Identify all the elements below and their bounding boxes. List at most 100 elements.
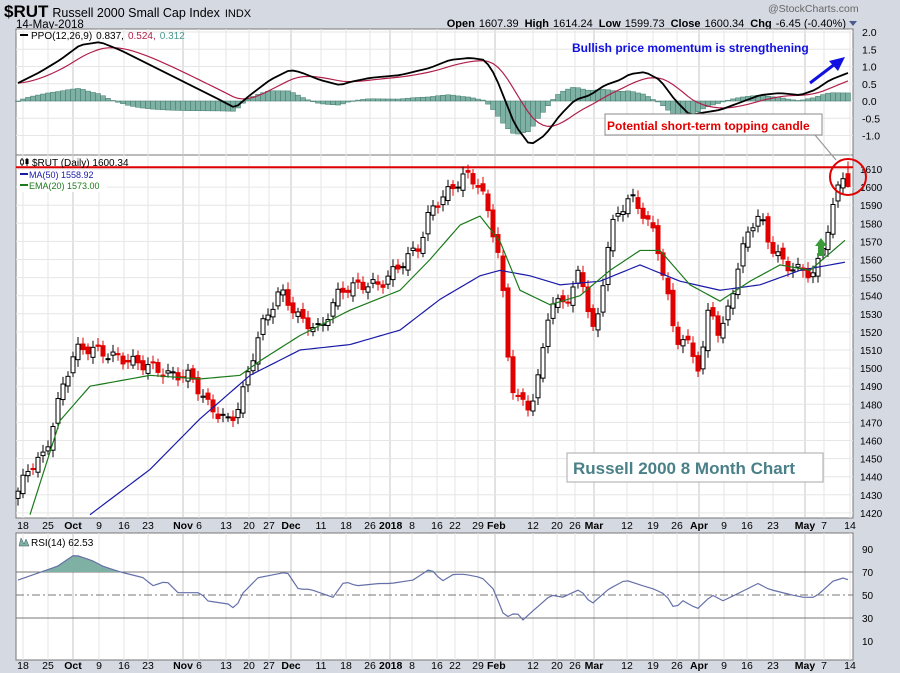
bullish-arrow-shaft: [809, 62, 836, 85]
ppo-histogram-bar: [735, 97, 741, 102]
ppo-histogram-bar: [800, 99, 806, 102]
low-label: Low: [599, 18, 621, 30]
ppo-histogram-bar: [645, 96, 651, 102]
ppo-histogram-bar: [135, 100, 141, 108]
candle-body: [165, 370, 171, 374]
x-tick-label: 12: [621, 660, 633, 672]
ppo-histogram-bar: [95, 93, 101, 102]
x-tick-label: Mar: [585, 660, 604, 672]
candle-body: [810, 272, 816, 278]
candle-body: [285, 289, 291, 306]
x-tick-label: 8: [409, 520, 415, 532]
x-tick-label: 29: [472, 660, 484, 672]
candle-body: [465, 170, 471, 173]
ppo-histogram-bar: [325, 100, 331, 105]
price-tick-label: 1540: [860, 292, 883, 303]
ppo-histogram-bar: [195, 100, 201, 112]
ppo-histogram-bar: [380, 98, 386, 102]
candle-body: [635, 197, 641, 209]
candle-body: [140, 360, 146, 371]
ppo-histogram-bar: [300, 97, 306, 102]
ppo-histogram-bar: [180, 100, 186, 111]
ppo-histogram-bar: [35, 94, 41, 102]
candle-body: [400, 266, 406, 269]
candle-body: [780, 247, 786, 260]
topping-annotation: Potential short-term topping candle: [607, 119, 810, 133]
candle-body: [405, 253, 411, 271]
ppo-histogram-bar: [620, 91, 626, 102]
ppo-histogram-bar: [375, 98, 381, 102]
candle-body: [645, 215, 651, 220]
candle-body: [130, 355, 136, 366]
candle-body: [365, 286, 371, 293]
ppo-histogram-bar: [20, 98, 26, 102]
price-tick-label: 1420: [860, 509, 883, 520]
x-tick-label: Apr: [690, 660, 708, 672]
ppo-histogram-bar: [385, 98, 391, 102]
ppo-histogram-bar: [130, 100, 136, 107]
price-tick-label: 1580: [860, 219, 883, 230]
candle-body: [745, 231, 751, 248]
ema20-line: [29, 215, 846, 515]
candle-body: [580, 272, 586, 288]
ppo-histogram-bar: [835, 92, 841, 102]
candle-body: [40, 451, 46, 457]
ppo-histogram-bar: [805, 98, 811, 102]
candle-body: [435, 205, 441, 208]
candle-body: [670, 289, 676, 327]
ppo-tick-label: 0.0: [862, 96, 877, 108]
x-tick-label: May: [795, 660, 816, 672]
candle-body: [55, 398, 61, 424]
candle-body: [675, 326, 681, 345]
ppo-histogram-bar: [395, 98, 401, 102]
x-tick-label: 26: [569, 520, 581, 532]
ppo-histogram-bar: [105, 98, 111, 102]
ppo-histogram-bar: [730, 98, 736, 102]
candle-body: [715, 315, 721, 336]
candle-body: [415, 248, 421, 252]
ppo-histogram-bar: [545, 100, 551, 107]
price-tick-label: 1570: [860, 237, 883, 248]
candle-body: [525, 400, 531, 411]
candle-body: [690, 342, 696, 357]
x-tick-label: 20: [243, 520, 255, 532]
candle-body: [255, 337, 261, 365]
candle-body: [490, 209, 496, 238]
ppo-histogram-bar: [160, 100, 166, 111]
ppo-histogram-bar: [70, 88, 76, 102]
x-tick-label: 23: [767, 520, 779, 532]
candle-body: [115, 353, 121, 356]
candle-body: [515, 394, 521, 397]
candle-body: [500, 255, 506, 291]
price-tick-label: 1490: [860, 382, 883, 393]
rsi-tick-label: 10: [862, 637, 874, 648]
candle-body: [480, 183, 486, 192]
ppo-histogram-bar: [305, 99, 311, 102]
x-tick-label: 13: [220, 660, 232, 672]
candle-body: [520, 392, 526, 400]
candle-body: [475, 185, 481, 188]
ppo-histogram-bar: [365, 98, 371, 102]
x-tick-label: 23: [142, 660, 154, 672]
rsi-tick-label: 90: [862, 545, 874, 556]
candle-body: [105, 358, 111, 361]
x-tick-label: 26: [364, 520, 376, 532]
x-tick-label: 26: [569, 660, 581, 672]
ppo-histogram-bar: [140, 100, 146, 109]
ppo-histogram-bar: [175, 100, 181, 111]
ppo-histogram-bar: [435, 95, 441, 102]
chart-date: 14-May-2018: [16, 19, 84, 31]
ppo-histogram-bar: [110, 100, 116, 102]
ppo-histogram-bar: [245, 99, 251, 102]
rsi-line: [17, 555, 849, 621]
x-tick-label: 9: [721, 660, 727, 672]
ppo-histogram-bar: [650, 99, 656, 102]
rsi-area-icon: [18, 537, 30, 547]
ppo-histogram-bar: [370, 98, 376, 102]
ppo-legend-name: PPO(12,26,9): [31, 31, 92, 42]
candle-body: [740, 243, 746, 267]
candle-body: [280, 289, 286, 296]
x-tick-label: 26: [364, 660, 376, 672]
chevron-down-icon[interactable]: [849, 21, 857, 26]
ppo-tick-label: 2.0: [862, 27, 877, 39]
